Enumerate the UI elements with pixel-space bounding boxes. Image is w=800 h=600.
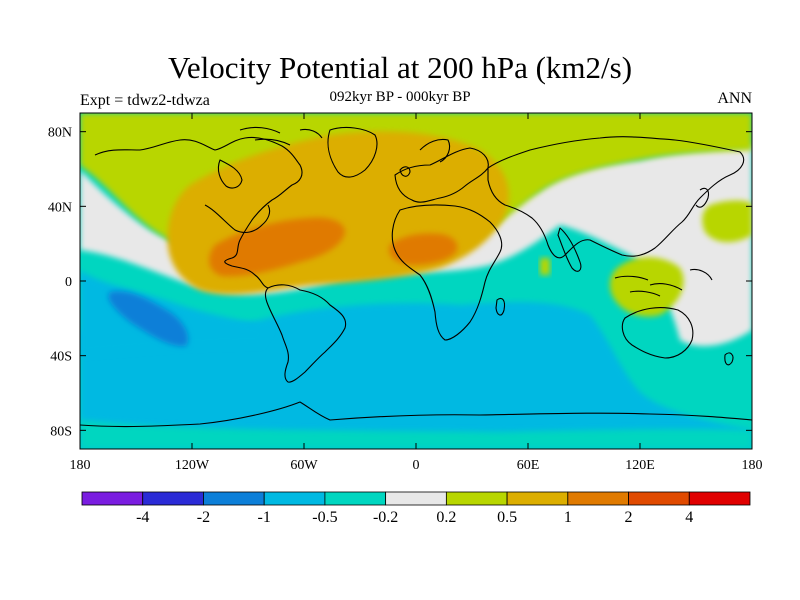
- x-tick-label: 0: [413, 458, 420, 473]
- field-layer: [80, 113, 752, 449]
- x-tick-label: 120W: [175, 458, 210, 473]
- colorbar-label: 1: [564, 509, 572, 526]
- colorbar-label: 0.5: [497, 509, 517, 526]
- axis-ticks: 180 120W 60W 0 60E 120E 180 80N 40N 0 40S 80S: [48, 113, 763, 473]
- colorbar-label: -0.5: [312, 509, 337, 526]
- coastline-north-america: [94, 136, 303, 289]
- colorbar-swatch: [263, 491, 326, 506]
- colorbar-label: 0.2: [436, 509, 456, 526]
- coastline-new-zealand: [724, 352, 734, 366]
- y-tick-label: 40N: [48, 200, 72, 215]
- coastline-europe: [394, 147, 489, 203]
- coastline-arctic-islands: [239, 126, 323, 146]
- x-tick-label: 180: [70, 458, 91, 473]
- colorbar-label: -1: [258, 509, 271, 526]
- field-region-yellowgreen-east: [702, 200, 752, 243]
- coastline-gulf: [204, 204, 271, 234]
- experiment-label: Expt = tdwz2-tdwza: [80, 92, 210, 109]
- coastline-hudson: [217, 159, 243, 189]
- x-tick-label: 60E: [517, 458, 540, 473]
- y-tick-label: 40S: [50, 350, 72, 365]
- colorbar-swatch: [567, 491, 629, 506]
- colorbar: -4 -2 -1 -0.5 -0.2 0.2 0.5 1 2 4: [81, 491, 751, 526]
- coastline-japan: [695, 187, 710, 208]
- y-tick-label: 0: [65, 275, 72, 290]
- colorbar-swatch: [506, 491, 569, 506]
- coastline-india: [557, 227, 582, 272]
- colorbar-swatch: [688, 491, 751, 506]
- field-region-blue: [108, 291, 189, 347]
- colorbar-swatch: [142, 491, 204, 506]
- coastline-greenland: [327, 126, 378, 178]
- season-label: ANN: [717, 90, 752, 107]
- colorbar-label: -0.2: [373, 509, 398, 526]
- field-region-grey: [80, 145, 752, 347]
- y-tick-label: 80N: [48, 126, 72, 141]
- colorbar-label: 4: [685, 509, 693, 526]
- colorbar-label: 2: [625, 509, 633, 526]
- coastline-indonesia: [614, 268, 713, 297]
- coastline-africa: [391, 204, 503, 341]
- colorbar-swatch: [324, 491, 387, 506]
- colorbar-swatch: [203, 491, 265, 506]
- field-region-yellowgreen-africa: [540, 258, 550, 275]
- field-region-lightblue-2: [80, 270, 270, 355]
- field-region-yellowgreen-indonesia: [609, 257, 684, 317]
- colorbar-label: -2: [197, 509, 210, 526]
- coastline-scandinavia: [419, 138, 451, 163]
- x-tick-label: 180: [742, 458, 763, 473]
- coastline-britain: [399, 166, 411, 177]
- coastline-madagascar: [495, 297, 506, 316]
- coastline-antarctica: [80, 401, 752, 428]
- colorbar-swatch: [445, 491, 508, 506]
- field-region-orange-east: [389, 233, 458, 265]
- x-tick-label: 120E: [625, 458, 655, 473]
- coastline-australia: [621, 307, 694, 359]
- colorbar-swatch: [81, 491, 144, 506]
- y-tick-label: 80S: [50, 424, 72, 439]
- x-tick-label: 60W: [290, 458, 318, 473]
- coastline-asia: [487, 136, 745, 259]
- map-title: Velocity Potential at 200 hPa (km2/s): [167, 50, 633, 85]
- coastline-south-america: [264, 284, 347, 383]
- colorbar-swatch: [385, 491, 447, 506]
- coastlines: [80, 126, 752, 428]
- colorbar-label: -4: [136, 509, 149, 526]
- map-subtitle: 092kyr BP - 000kyr BP: [329, 89, 471, 105]
- colorbar-swatch: [628, 491, 690, 506]
- field-region-teal-south: [80, 420, 752, 449]
